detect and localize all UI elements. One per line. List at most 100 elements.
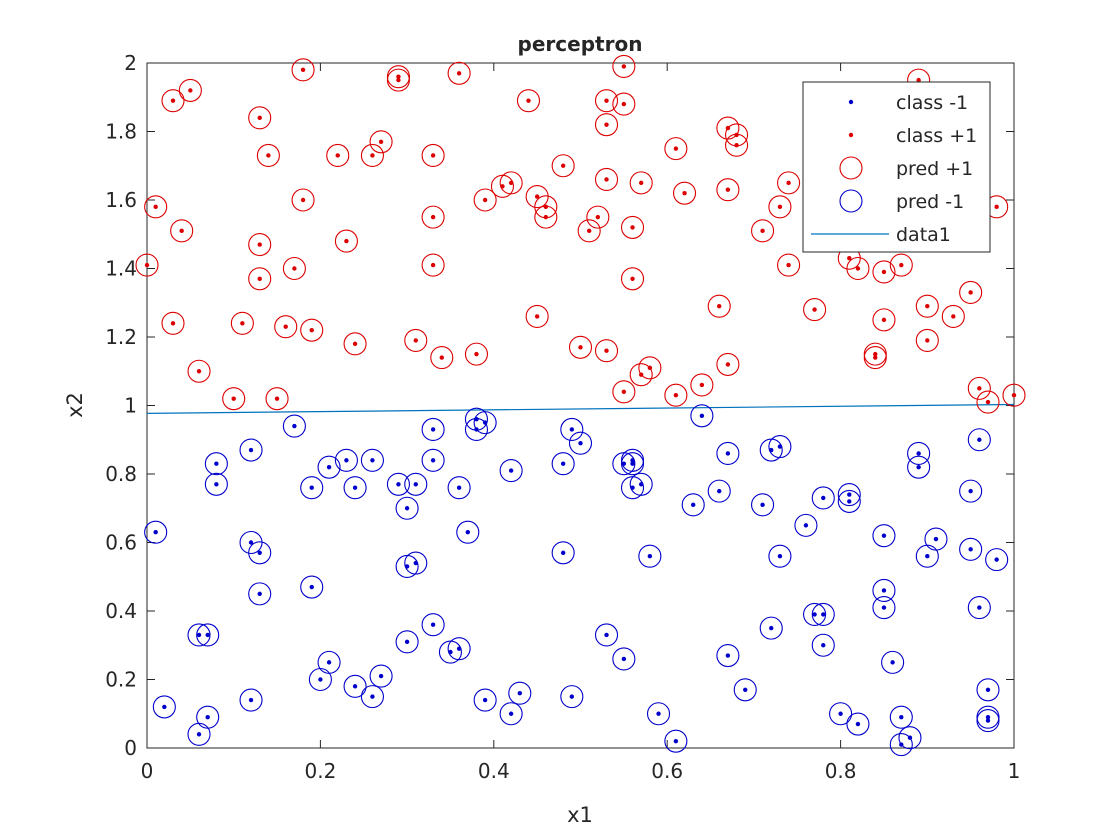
pred-pos-circle [586,205,610,229]
class-pos-point [673,146,679,151]
y-tick-label: 1.6 [105,188,137,212]
class-neg-point [985,714,991,720]
pred-pos-circle [161,89,185,113]
pred-neg-circle [646,702,671,726]
pred-pos-circle [976,390,1000,414]
pred-pos-circle [170,219,194,243]
class-neg-point [743,687,748,692]
class-neg-point [881,533,887,538]
pred-pos-circle [161,311,185,335]
pred-pos-circle [334,229,358,253]
class-neg-point [430,458,436,463]
class-pos-point [474,351,479,357]
class-neg-point [404,639,410,645]
class-neg-point [560,461,566,466]
class-neg-point [326,464,332,470]
class-neg-point [344,458,349,463]
class-pos-point [144,262,150,268]
class-neg-point [352,485,358,490]
pred-pos-circle [568,335,593,359]
class-neg-point [847,499,852,504]
class-neg-point [899,714,904,720]
pred-pos-circle [464,342,489,366]
x-tick-label: 0.4 [478,759,510,783]
class-neg-point [396,482,401,487]
pred-neg-circle [551,541,575,565]
pred-neg-circle [959,479,983,503]
class-pos-point [621,101,627,107]
pred-pos-circle [135,253,159,277]
pred-neg-circle [889,733,913,757]
pred-neg-circle [204,452,228,476]
pred-pos-circle [594,89,619,113]
class-neg-point [821,612,826,617]
pred-neg-circle [751,493,775,517]
class-neg-point [968,488,973,494]
class-pos-point [266,153,271,158]
pred-neg-circle [638,544,662,568]
class-neg-point [855,721,861,727]
class-neg-point [292,423,297,429]
pred-neg-circle [404,551,428,575]
pred-neg-circle [889,705,913,729]
class-pos-point [430,262,436,268]
class-neg-point [569,427,575,432]
pred-neg-circle [300,476,324,500]
class-neg-point [248,540,254,545]
pred-pos-circle [248,232,272,257]
legend-entry-label: class +1 [896,125,977,147]
pred-pos-circle [230,311,254,335]
class-pos-point [179,228,184,234]
legend-entry-label: pred +1 [896,158,973,180]
pred-neg-circle [768,435,792,459]
pred-neg-circle [551,452,575,476]
pred-pos-circle [716,178,740,202]
class-neg-point [465,530,470,535]
legend-entry-label: pred -1 [896,191,964,213]
pred-neg-circle [846,712,870,736]
class-pos-point [170,98,176,103]
pred-pos-circle [707,294,731,318]
pred-neg-circle [343,476,367,500]
class-pos-point [777,204,783,210]
pred-pos-circle [594,113,619,137]
class-neg-point [777,444,783,449]
class-neg-point [994,557,999,562]
class-pos-point [352,341,358,347]
y-axis-label: x2 [63,392,87,418]
legend-swatch-circle [839,156,863,180]
pred-neg-circle [664,729,688,753]
pred-pos-circle [941,304,965,329]
class-neg-point [838,711,843,716]
pred-pos-circle [672,181,697,205]
pred-pos-circle [967,376,991,400]
pred-pos-circle [265,387,289,411]
legend-entry-label: class -1 [896,92,968,114]
pred-pos-circle [777,171,801,195]
pred-pos-circle [256,143,280,168]
pred-neg-circle [976,709,1000,733]
class-pos-point [873,351,878,357]
pred-neg-circle [473,411,497,435]
class-pos-point [925,303,930,309]
class-pos-point [188,88,193,93]
pred-neg-circle [829,702,853,726]
pred-neg-circle [967,428,991,452]
decision-line-layer [146,403,1015,414]
class-pos-point [638,180,644,186]
class-pos-point [396,77,401,83]
pred-neg-circle [716,643,740,668]
y-tick-label: 1.8 [105,120,137,144]
pred-pos-circle [326,143,350,168]
class-neg-point [777,554,783,559]
class-neg-point [257,550,262,555]
class-neg-point [656,711,661,716]
pred-neg-circle [421,613,445,637]
pred-neg-circle [872,596,896,620]
class-pos-point [968,290,973,295]
class-neg-point [474,427,479,432]
pred-neg-circle [837,482,861,507]
class-neg-point [352,684,358,689]
pred-neg-circle [386,472,410,496]
